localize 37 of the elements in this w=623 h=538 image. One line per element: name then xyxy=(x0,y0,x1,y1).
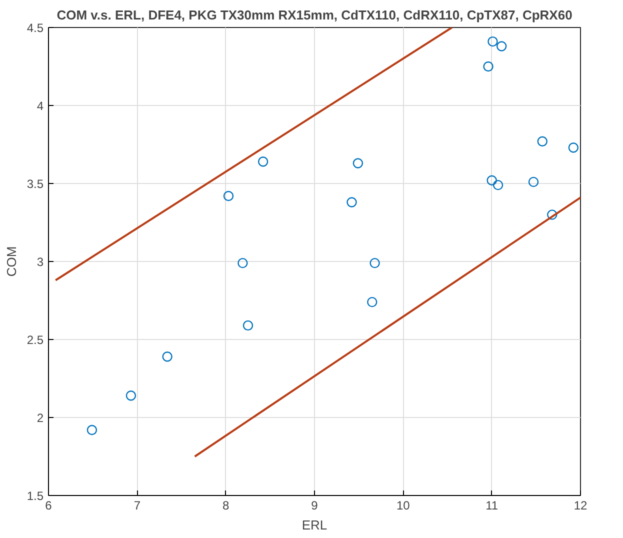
y-axis-title: COM xyxy=(4,246,19,277)
point xyxy=(86,424,98,436)
point xyxy=(258,156,268,167)
point xyxy=(162,352,172,362)
y-tick-label: 2.5 xyxy=(26,333,44,347)
point xyxy=(496,41,507,52)
y-tick-label: 4.5 xyxy=(26,21,44,35)
x-axis-title: ERL xyxy=(302,518,328,532)
y-tick-label: 2 xyxy=(36,411,44,425)
point xyxy=(238,258,248,268)
x-tick-label: 10 xyxy=(396,498,410,512)
x-tick-label: 6 xyxy=(45,498,52,512)
x-tick-label: 8 xyxy=(222,498,230,512)
point xyxy=(370,258,380,268)
point xyxy=(547,210,558,220)
x-tick-label: 11 xyxy=(486,498,498,512)
point xyxy=(537,136,548,146)
point xyxy=(367,296,378,308)
x-tick-label: 12 xyxy=(574,498,588,512)
point xyxy=(486,175,497,186)
point xyxy=(242,320,254,331)
point xyxy=(223,190,234,202)
y-tick-label: 4 xyxy=(36,99,44,113)
point xyxy=(492,180,504,190)
point xyxy=(352,158,364,168)
y-tick-label: 1.5 xyxy=(26,489,44,503)
point xyxy=(483,61,494,72)
x-tick-label: 7 xyxy=(134,498,141,512)
point xyxy=(488,36,498,47)
y-tick-label: 3.5 xyxy=(26,177,44,191)
point xyxy=(568,142,579,153)
y-tick-label: 3 xyxy=(36,255,44,269)
point xyxy=(346,197,357,208)
chart-title: COM v.s. ERL, DFE4, PKG TX30mm RX15mm, CdTX110, CdRX110, CpTX87, CpRX60 xyxy=(56,8,572,22)
x-tick-label: 9 xyxy=(311,498,318,512)
point xyxy=(528,176,539,188)
point xyxy=(126,390,136,401)
